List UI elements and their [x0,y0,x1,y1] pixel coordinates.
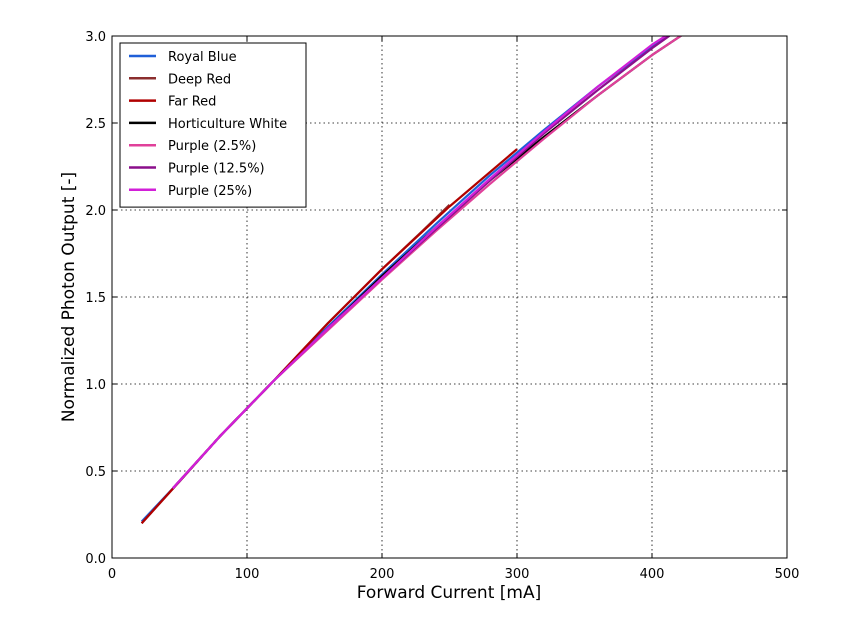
legend: Royal Blue Deep Red Far Red Horticulture Wh… [119,42,307,208]
x-tick-label: 0 [108,567,116,582]
x-tick-label: 300 [505,567,530,582]
series-line-purple-25 [171,36,668,490]
series-group [140,36,683,524]
x-tick-label: 400 [640,567,665,582]
x-tick-label: 200 [370,567,395,582]
x-axis-title: Forward Current [mA] [357,583,541,603]
legend-label: Far Red [168,95,216,110]
y-axis-title: Normalized Photon Output [-] [59,172,79,422]
x-tick-label: 100 [235,567,260,582]
x-tick-label: 500 [775,567,800,582]
y-tick-label: 0.5 [85,465,106,480]
legend-label: Purple (25%) [168,184,252,199]
ticks: 0 100 200 300 400 500 0.0 0.5 1.0 1.5 2.0 2.5 3.0 [85,30,799,582]
y-tick-label: 1.5 [85,291,106,306]
y-tick-label: 3.0 [85,30,106,45]
y-tick-label: 2.0 [85,204,106,219]
legend-label: Purple (12.5%) [168,162,265,177]
legend-label: Purple (2.5%) [168,139,256,154]
legend-label: Royal Blue [168,50,237,65]
legend-label: Deep Red [168,72,231,87]
y-tick-label: 0.0 [85,552,106,567]
legend-label: Horticulture White [168,117,287,132]
y-tick-label: 2.5 [85,117,106,132]
legend-box [119,42,307,208]
y-tick-label: 1.0 [85,378,106,393]
